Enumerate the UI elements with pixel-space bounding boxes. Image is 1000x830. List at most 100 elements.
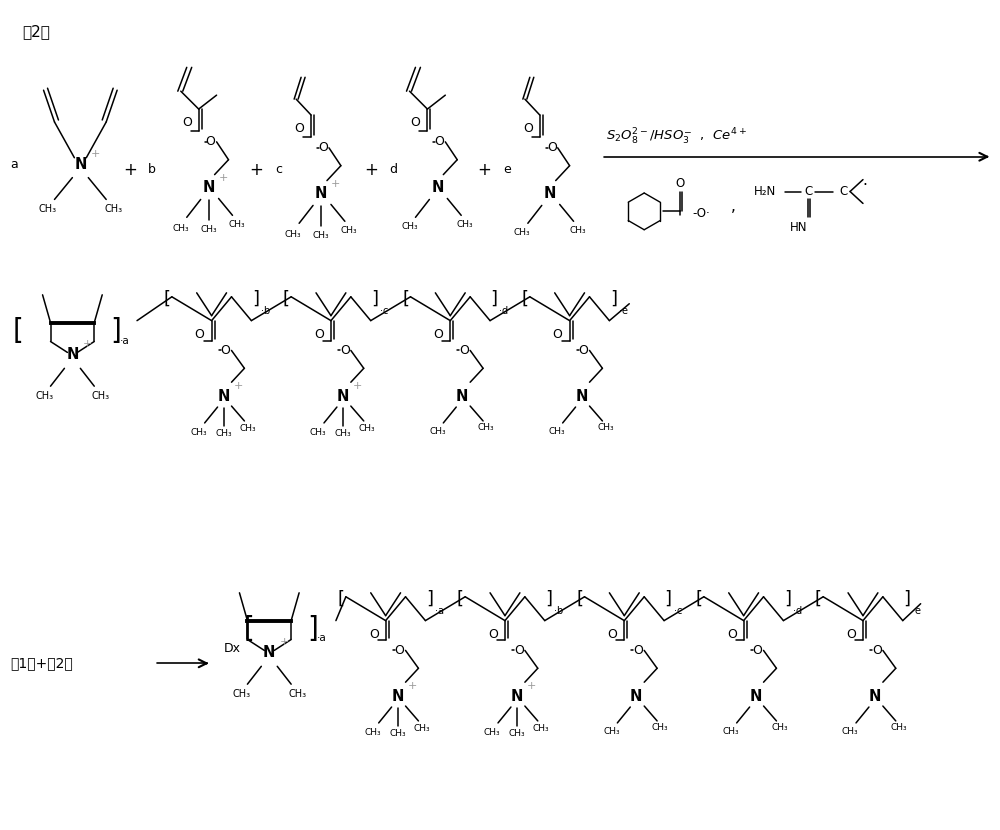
Text: +: + xyxy=(331,178,341,188)
Text: [: [ xyxy=(163,290,170,308)
Text: ]: ] xyxy=(665,590,672,608)
Text: N: N xyxy=(630,689,642,704)
Text: C: C xyxy=(804,185,812,198)
Text: e: e xyxy=(503,164,511,176)
Text: （2）: （2） xyxy=(23,25,51,40)
Text: +: + xyxy=(353,381,362,391)
Text: CH₃: CH₃ xyxy=(285,230,301,239)
Text: +: + xyxy=(123,161,137,178)
Text: CH₃: CH₃ xyxy=(239,424,256,433)
Text: O: O xyxy=(523,123,533,135)
Text: O: O xyxy=(514,644,524,657)
Text: N: N xyxy=(575,388,588,403)
Text: ]: ] xyxy=(903,590,910,608)
Text: O: O xyxy=(579,344,588,357)
Text: O: O xyxy=(433,328,443,341)
Text: N: N xyxy=(337,388,349,403)
Text: ]: ] xyxy=(545,590,552,608)
Text: N: N xyxy=(869,689,881,704)
Text: CH₃: CH₃ xyxy=(890,724,907,732)
Text: CH₃: CH₃ xyxy=(413,725,430,734)
Text: O: O xyxy=(727,628,737,641)
Text: CH₃: CH₃ xyxy=(603,727,620,736)
Text: CH₃: CH₃ xyxy=(722,727,739,736)
Text: O: O xyxy=(846,628,856,641)
Text: O: O xyxy=(872,644,882,657)
Text: ·: · xyxy=(863,178,867,193)
Text: CH₃: CH₃ xyxy=(358,424,375,433)
Text: +: + xyxy=(364,161,378,178)
Text: CH₃: CH₃ xyxy=(91,391,109,401)
Text: N: N xyxy=(315,186,327,201)
Text: O: O xyxy=(547,141,557,154)
Text: O: O xyxy=(340,344,350,357)
Text: ·e: ·e xyxy=(619,305,628,315)
Text: O: O xyxy=(294,123,304,135)
Text: ·a: ·a xyxy=(435,606,444,616)
Text: ]: ] xyxy=(110,316,121,344)
Text: +: + xyxy=(91,149,100,159)
Text: O: O xyxy=(553,328,563,341)
Text: ·c: ·c xyxy=(380,305,389,315)
Text: [: [ xyxy=(283,290,290,308)
Text: CH₃: CH₃ xyxy=(484,729,500,737)
Text: N: N xyxy=(456,388,468,403)
Text: CH₃: CH₃ xyxy=(215,429,232,438)
Text: CH₃: CH₃ xyxy=(401,222,418,231)
Text: +: + xyxy=(280,637,289,647)
Text: CH₃: CH₃ xyxy=(200,225,217,234)
Text: CH₃: CH₃ xyxy=(190,428,207,437)
Text: CH₃: CH₃ xyxy=(288,689,306,699)
Text: O: O xyxy=(753,644,762,657)
Text: [: [ xyxy=(521,290,528,308)
Text: （1）+（2）: （1）+（2） xyxy=(11,657,73,671)
Text: O: O xyxy=(607,628,617,641)
Text: CH₃: CH₃ xyxy=(389,730,406,739)
Text: Dx: Dx xyxy=(224,642,241,655)
Text: CH₃: CH₃ xyxy=(597,423,614,432)
Text: O: O xyxy=(488,628,498,641)
Text: CH₃: CH₃ xyxy=(478,423,494,432)
Text: N: N xyxy=(511,689,523,704)
Text: CH₃: CH₃ xyxy=(364,729,381,737)
Text: CH₃: CH₃ xyxy=(771,724,788,732)
Text: CH₃: CH₃ xyxy=(232,689,251,699)
Text: CH₃: CH₃ xyxy=(335,429,351,438)
Text: +: + xyxy=(527,681,537,691)
Text: O: O xyxy=(206,135,216,149)
Text: ·b: ·b xyxy=(261,305,270,315)
Text: N: N xyxy=(217,388,230,403)
Text: O: O xyxy=(221,344,230,357)
Text: N: N xyxy=(66,347,79,362)
Text: ]: ] xyxy=(426,590,433,608)
Text: ]: ] xyxy=(252,290,259,308)
Text: CH₃: CH₃ xyxy=(104,204,122,214)
Text: O: O xyxy=(369,628,379,641)
Text: +: + xyxy=(408,681,417,691)
Text: ·a: ·a xyxy=(317,633,327,643)
Text: O: O xyxy=(395,644,404,657)
Text: N: N xyxy=(749,689,762,704)
Text: CH₃: CH₃ xyxy=(509,730,525,739)
Text: [: [ xyxy=(402,290,409,308)
Text: CH₃: CH₃ xyxy=(228,220,245,229)
Text: a: a xyxy=(11,159,18,171)
Text: ]: ] xyxy=(784,590,791,608)
Text: ·c: ·c xyxy=(674,606,682,616)
Text: ·e: ·e xyxy=(912,606,921,616)
Text: [: [ xyxy=(243,614,254,642)
Text: ,: , xyxy=(731,199,736,214)
Text: ·d: ·d xyxy=(499,305,509,315)
Text: d: d xyxy=(390,164,398,176)
Text: O: O xyxy=(182,116,192,129)
Text: O: O xyxy=(434,135,444,149)
Text: CH₃: CH₃ xyxy=(310,428,326,437)
Text: C: C xyxy=(839,185,847,198)
Text: N: N xyxy=(391,689,404,704)
Text: O: O xyxy=(633,644,643,657)
Text: CH₃: CH₃ xyxy=(429,427,446,437)
Text: CH₃: CH₃ xyxy=(532,725,549,734)
Text: ]: ] xyxy=(491,290,498,308)
Text: [: [ xyxy=(337,590,344,608)
Text: CH₃: CH₃ xyxy=(652,724,668,732)
